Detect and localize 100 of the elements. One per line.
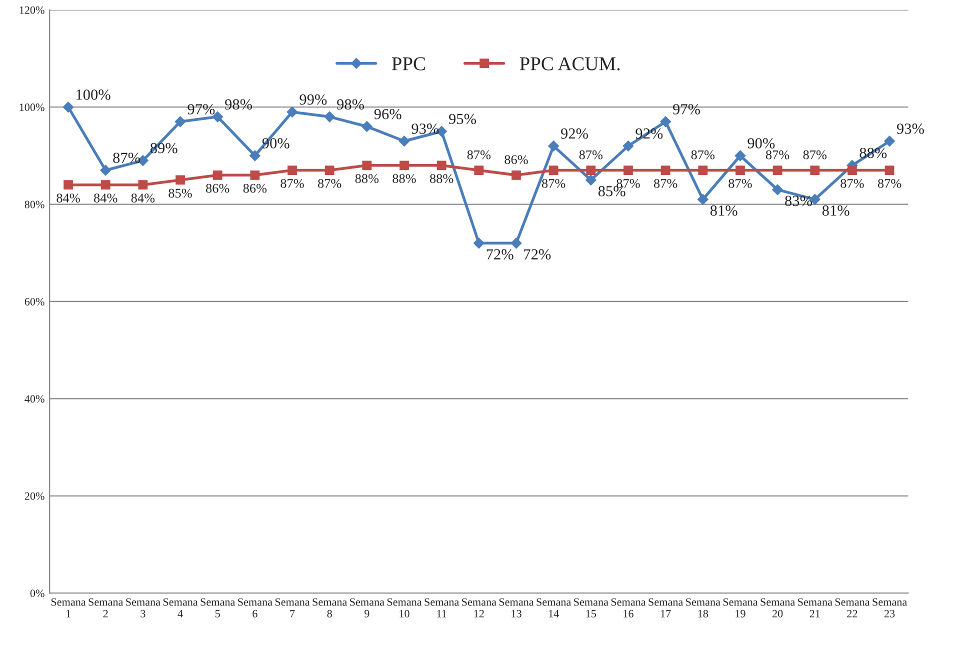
y-tick-label: 80%: [24, 200, 44, 208]
data-label: 87%: [318, 178, 342, 188]
point: [361, 121, 372, 132]
point: [362, 160, 372, 170]
point: [510, 238, 522, 249]
x-tick-label: Semana 14: [536, 598, 571, 618]
point: [736, 166, 745, 175]
data-label: 87%: [616, 178, 640, 188]
data-label: 85%: [598, 186, 626, 196]
x-tick-label: Semana 16: [611, 598, 646, 618]
point: [174, 116, 186, 128]
x-tick-label: Semana 8: [312, 598, 348, 618]
data-label: 87%: [579, 150, 603, 160]
point: [324, 111, 336, 122]
point: [212, 170, 222, 180]
point: [62, 102, 74, 113]
point: [660, 116, 671, 128]
point: [698, 166, 708, 175]
x-tick-label: Semana 21: [798, 598, 832, 618]
x-tick-label: Semana 3: [126, 598, 160, 618]
data-label: 92%: [561, 128, 588, 139]
data-label: 87%: [542, 178, 566, 188]
point: [249, 150, 260, 162]
point: [548, 140, 559, 152]
x-tick-label: Semana 22: [835, 598, 870, 618]
y-tick-label: 120%: [20, 6, 44, 14]
data-label: 97%: [672, 104, 700, 114]
x-tick-label: Semana 20: [760, 598, 795, 618]
data-label: 86%: [206, 184, 230, 193]
data-label: 87%: [467, 150, 491, 160]
point: [474, 166, 484, 175]
x-tick-label: Semana 10: [387, 598, 422, 618]
point: [585, 174, 596, 186]
y-tick-label: 40%: [24, 395, 44, 403]
point: [288, 166, 297, 175]
x-tick-label: Semana 15: [574, 598, 608, 618]
point: [548, 166, 558, 175]
point: [624, 166, 633, 175]
point: [473, 238, 484, 249]
data-label: 72%: [486, 249, 514, 260]
point: [810, 166, 820, 175]
data-label: 87%: [113, 152, 140, 164]
point: [848, 166, 857, 175]
data-label: 87%: [803, 150, 827, 160]
data-label: 98%: [337, 99, 364, 110]
data-label: 99%: [300, 94, 327, 105]
x-tick-label: Semana 4: [163, 598, 198, 618]
point: [100, 164, 112, 176]
x-tick-label: Semana 17: [648, 598, 683, 618]
point: [884, 166, 894, 175]
x-tick-label: Semana 5: [200, 598, 236, 618]
x-tick-label: Semana 7: [275, 598, 310, 618]
data-label: 84%: [56, 194, 80, 203]
point: [512, 170, 521, 180]
point: [138, 180, 148, 190]
data-label: 87%: [878, 178, 902, 188]
data-label: 90%: [748, 138, 775, 148]
point: [100, 180, 110, 190]
data-label: 87%: [766, 150, 790, 160]
point: [734, 150, 746, 162]
point: [697, 194, 708, 205]
data-label: 95%: [449, 114, 476, 124]
data-label: 72%: [524, 249, 551, 260]
point: [772, 166, 782, 175]
data-label: 85%: [168, 188, 192, 198]
data-label: 86%: [243, 184, 267, 193]
data-label: 98%: [225, 99, 252, 110]
point: [586, 166, 596, 175]
point: [772, 184, 783, 196]
data-label: 87%: [691, 150, 715, 160]
data-label: 97%: [188, 104, 215, 114]
point: [64, 180, 73, 190]
x-tick-label: Semana 18: [686, 598, 720, 618]
point: [436, 160, 446, 170]
y-tick-label: 100%: [20, 104, 44, 112]
x-tick-label: Semana 13: [499, 598, 534, 618]
x-tick-label: Semana 19: [723, 598, 758, 618]
data-label: 88%: [392, 174, 416, 184]
x-tick-label: Semana 23: [872, 598, 907, 618]
y-tick-label: 20%: [24, 492, 44, 500]
data-label: 81%: [822, 205, 850, 216]
x-tick-label: Semana 2: [88, 598, 124, 618]
point: [884, 136, 895, 147]
legend-label: PPC ACUM.: [520, 57, 620, 70]
x-tick-label: Semana 11: [424, 598, 460, 618]
point: [176, 175, 185, 185]
data-label: 87%: [280, 178, 304, 188]
x-tick-label: Semana 1: [51, 598, 86, 618]
data-label: 88%: [355, 174, 379, 184]
data-label: 87%: [728, 178, 752, 188]
data-label: 96%: [374, 108, 402, 120]
point: [250, 170, 260, 180]
x-tick-label: Semana 12: [462, 598, 496, 618]
x-tick-label: Semana 9: [350, 598, 384, 618]
data-label: 87%: [654, 178, 678, 188]
point: [286, 106, 298, 118]
legend-label: PPC: [392, 57, 425, 70]
data-label: 86%: [504, 155, 528, 164]
data-label: 83%: [785, 196, 812, 206]
data-label: 84%: [94, 194, 118, 203]
